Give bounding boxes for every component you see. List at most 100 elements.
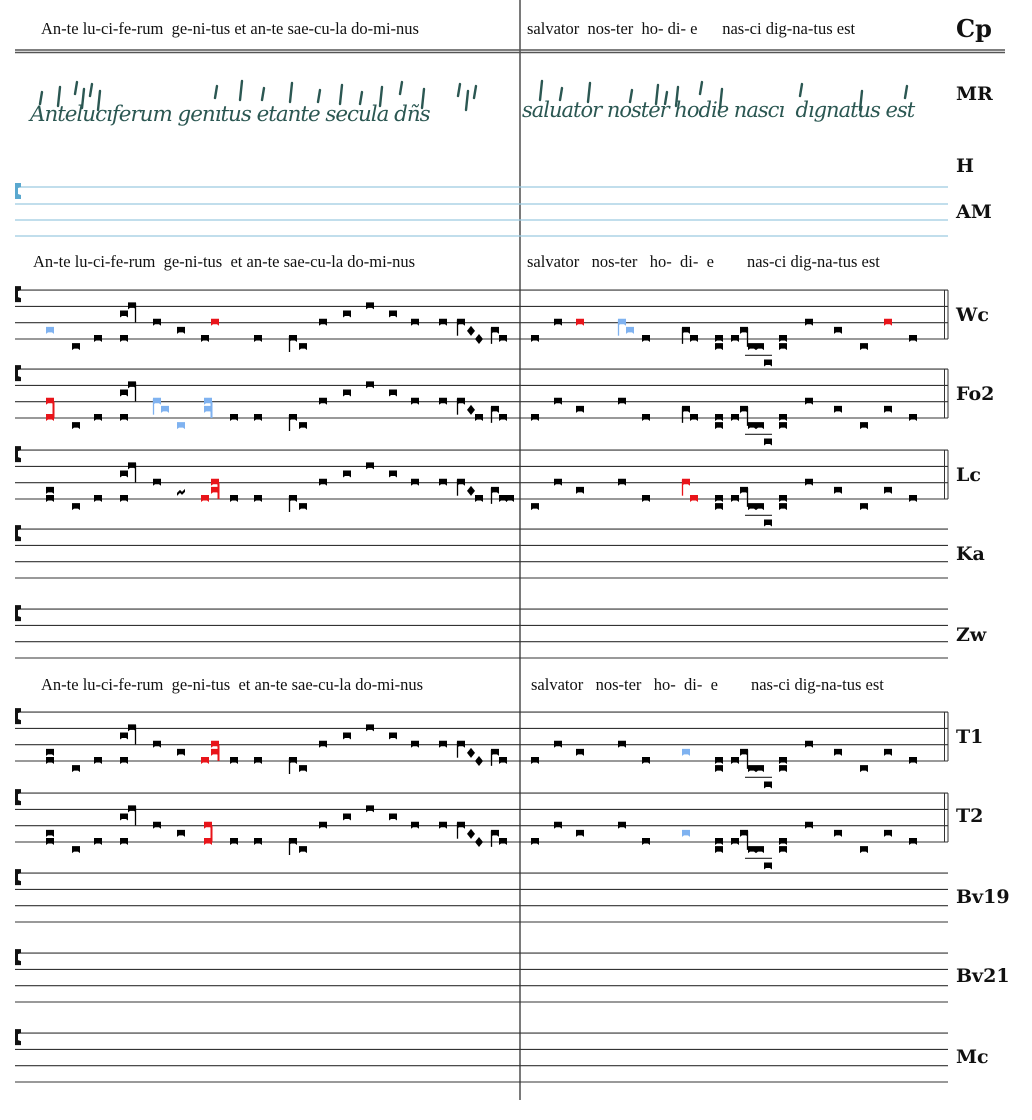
- square-note: [805, 478, 813, 486]
- lyrics-cp-left: An-te lu-ci-fe-rum ge-ni-tus et an-te sa…: [41, 19, 419, 38]
- square-note: [779, 846, 787, 854]
- square-note: [254, 495, 262, 502]
- manuscript-neume-stroke: [663, 90, 669, 106]
- square-note: [201, 495, 209, 502]
- square-note: [779, 343, 787, 351]
- square-note: [439, 740, 447, 748]
- square-note: [343, 732, 351, 740]
- square-note: [860, 765, 868, 773]
- source-label-zw: Zw: [956, 624, 987, 646]
- square-note: [576, 486, 584, 494]
- square-note: [366, 381, 374, 389]
- square-note: [457, 740, 465, 748]
- square-note: [389, 310, 397, 318]
- square-note: [682, 748, 690, 756]
- source-label-h: H: [956, 155, 974, 177]
- square-note: [128, 724, 136, 732]
- square-note: [618, 740, 626, 748]
- square-note: [457, 397, 465, 405]
- square-note: [46, 748, 54, 756]
- lyrics-row2-right: salvator nos-ter ho- di- e nas-ci dig-na…: [527, 252, 880, 271]
- square-note: [120, 414, 128, 421]
- square-note: [120, 470, 128, 478]
- c-clef-icon: [15, 446, 21, 463]
- square-note: [731, 335, 739, 342]
- square-note: [756, 422, 764, 430]
- square-note: [860, 422, 868, 430]
- square-note: [554, 740, 562, 748]
- square-note: [779, 503, 787, 511]
- manuscript-neume-stroke: [718, 87, 724, 110]
- square-note: [884, 748, 892, 756]
- square-note: [411, 821, 419, 829]
- square-note: [682, 326, 690, 334]
- square-note: [46, 486, 54, 494]
- square-note: [715, 495, 723, 502]
- square-note: [779, 838, 787, 845]
- manuscript-neume-stroke: [238, 79, 244, 102]
- c-clef-icon: [15, 286, 21, 303]
- square-note: [161, 405, 169, 413]
- square-note: [576, 405, 584, 413]
- square-note: [748, 765, 756, 773]
- square-note: [211, 486, 219, 494]
- square-note: [120, 838, 128, 845]
- manuscript-neume-stroke: [456, 82, 462, 98]
- square-note: [46, 838, 54, 845]
- manuscript-neume-stroke: [798, 82, 804, 98]
- square-note: [46, 326, 54, 334]
- square-note: [860, 503, 868, 511]
- square-note: [499, 838, 507, 845]
- square-note: [642, 335, 650, 342]
- source-label-mr: MR: [956, 83, 993, 105]
- square-note: [439, 821, 447, 829]
- square-note: [319, 318, 327, 326]
- diamond-note: [467, 828, 475, 839]
- square-note: [128, 805, 136, 813]
- c-clef-icon: [15, 365, 21, 382]
- square-note: [230, 495, 238, 502]
- c-clef-icon: [15, 183, 21, 199]
- square-note: [204, 838, 212, 845]
- square-note: [805, 821, 813, 829]
- square-note: [834, 405, 842, 413]
- square-note: [834, 486, 842, 494]
- source-label-bv19: Bv19: [956, 886, 1010, 908]
- square-note: [715, 343, 723, 351]
- c-clef-icon: [15, 525, 21, 542]
- square-note: [690, 335, 698, 342]
- square-note: [128, 462, 136, 470]
- square-note: [230, 757, 238, 764]
- manuscript-neume-stroke: [538, 79, 544, 102]
- square-note: [389, 813, 397, 821]
- square-note: [120, 813, 128, 821]
- square-note: [618, 318, 626, 326]
- square-note: [834, 829, 842, 837]
- square-note: [715, 335, 723, 342]
- square-note: [715, 757, 723, 764]
- diamond-note: [467, 404, 475, 415]
- c-clef-icon: [15, 605, 21, 622]
- square-note: [389, 732, 397, 740]
- square-note: [690, 414, 698, 421]
- square-note: [94, 757, 102, 764]
- square-note: [411, 740, 419, 748]
- square-note: [211, 478, 219, 486]
- square-note: [748, 846, 756, 854]
- square-note: [230, 838, 238, 845]
- square-note: [690, 495, 698, 502]
- source-label-t1: T1: [956, 726, 984, 748]
- square-note: [731, 495, 739, 502]
- lyrics-row3-left: An-te lu-ci-fe-rum ge-ni-tus et an-te sa…: [41, 675, 424, 694]
- square-note: [642, 414, 650, 421]
- square-note: [805, 318, 813, 326]
- square-note: [46, 414, 54, 421]
- c-clef-icon: [15, 869, 21, 886]
- square-note: [204, 405, 212, 413]
- square-note: [618, 478, 626, 486]
- square-note: [46, 397, 54, 405]
- square-note: [411, 478, 419, 486]
- square-note: [554, 318, 562, 326]
